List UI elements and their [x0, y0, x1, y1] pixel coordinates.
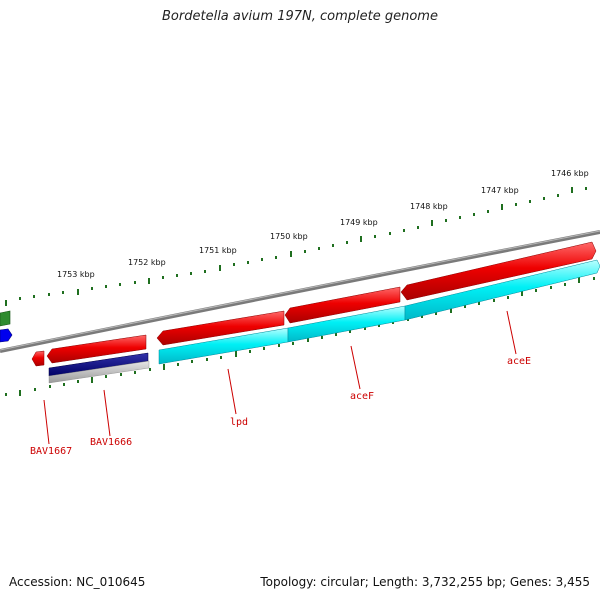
- scale-label-1752: 1752 kbp: [128, 258, 166, 267]
- map-title: Bordetella avium 197N, complete genome: [162, 9, 438, 24]
- gene-aceF[interactable]: [284, 286, 401, 324]
- leader-BAV1666: [103, 389, 111, 437]
- label-aceF: aceF: [350, 391, 374, 402]
- scale-label-1746: 1746 kbp: [551, 169, 589, 178]
- genome-summary-text: Topology: circular; Length: 3,732,255 bp…: [260, 575, 590, 589]
- blue-gene-feature[interactable]: [0, 328, 13, 343]
- cds-aceE[interactable]: [404, 259, 600, 321]
- gene-BAV1667[interactable]: [31, 350, 45, 367]
- gene-BAV1666[interactable]: [46, 334, 147, 364]
- leader-aceE: [506, 310, 517, 355]
- label-lpd: lpd: [230, 417, 248, 428]
- label-BAV1667: BAV1667: [30, 446, 72, 457]
- scale-label-1753: 1753 kbp: [57, 270, 95, 279]
- accession-text: Accession: NC_010645: [9, 575, 146, 589]
- gene-aceE[interactable]: [400, 241, 597, 301]
- label-BAV1666: BAV1666: [90, 437, 132, 448]
- label-aceE: aceE: [507, 356, 531, 367]
- leader-BAV1667: [43, 399, 50, 445]
- scale-label-1750: 1750 kbp: [270, 232, 308, 241]
- leader-aceF: [350, 345, 361, 390]
- cds-BAV1666-grey[interactable]: [48, 360, 150, 384]
- outer-scale-track: [5, 187, 587, 306]
- green-gene-feature[interactable]: [0, 310, 11, 327]
- genome-backbone: [0, 230, 600, 353]
- scale-label-1748: 1748 kbp: [410, 202, 448, 211]
- scale-label-1747: 1747 kbp: [481, 186, 519, 195]
- leader-lpd: [227, 368, 237, 415]
- gene-lpd[interactable]: [156, 310, 285, 346]
- scale-label-1749: 1749 kbp: [340, 218, 378, 227]
- scale-label-1751: 1751 kbp: [199, 246, 237, 255]
